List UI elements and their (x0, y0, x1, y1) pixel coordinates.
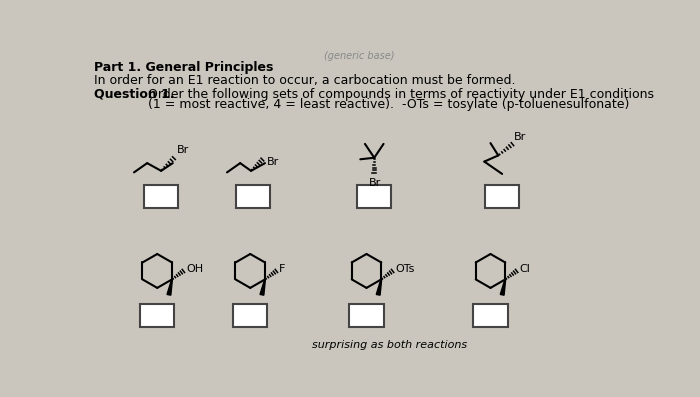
Bar (140, 304, 174, 327)
Text: Br: Br (267, 157, 279, 168)
Text: Br: Br (369, 178, 382, 188)
Text: (generic base): (generic base) (323, 51, 394, 61)
Polygon shape (500, 279, 505, 295)
Bar (233, 304, 267, 327)
Text: (1 = most reactive, 4 = least reactive).  -OTs = tosylate (p-toluenesulfonate): (1 = most reactive, 4 = least reactive).… (148, 98, 629, 111)
Text: OTs: OTs (395, 264, 414, 274)
Bar (349, 304, 384, 327)
Text: Question 1.: Question 1. (94, 88, 174, 101)
Text: In order for an E1 reaction to occur, a carbocation must be formed.: In order for an E1 reaction to occur, a … (94, 74, 515, 87)
Text: Br: Br (176, 145, 189, 156)
Text: Cl: Cl (519, 264, 530, 274)
Bar (235, 185, 270, 208)
Text: Order the following sets of compounds in terms of reactivity under E1 conditions: Order the following sets of compounds in… (148, 88, 654, 101)
Text: Br: Br (514, 131, 526, 142)
Text: F: F (279, 264, 286, 274)
Bar (357, 185, 391, 208)
Polygon shape (377, 279, 382, 295)
Polygon shape (260, 279, 265, 295)
Text: OH: OH (186, 264, 203, 274)
Bar (473, 304, 508, 327)
Bar (485, 185, 519, 208)
Bar (144, 185, 178, 208)
Text: Part 1. General Principles: Part 1. General Principles (94, 62, 273, 75)
Polygon shape (167, 279, 172, 295)
Text: surprising as both reactions: surprising as both reactions (312, 340, 468, 350)
